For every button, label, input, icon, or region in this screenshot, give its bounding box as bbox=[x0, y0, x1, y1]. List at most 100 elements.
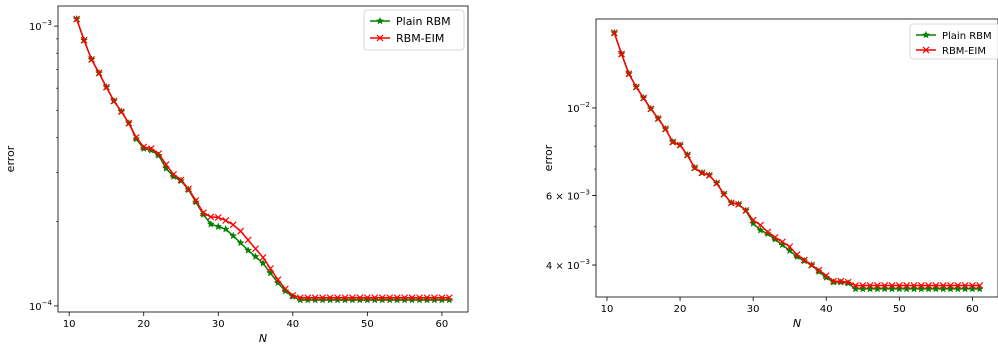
data-point bbox=[939, 282, 947, 289]
data-point bbox=[720, 190, 728, 198]
data-point bbox=[221, 224, 230, 233]
data-point bbox=[214, 222, 223, 231]
data-point bbox=[110, 97, 118, 105]
data-point bbox=[618, 50, 626, 58]
data-point bbox=[363, 294, 371, 302]
data-point bbox=[401, 294, 409, 302]
data-point bbox=[771, 233, 779, 241]
legend-box bbox=[363, 9, 465, 51]
x-tick-label: 40 bbox=[286, 319, 299, 330]
data-point bbox=[348, 295, 357, 304]
data-point bbox=[132, 133, 140, 141]
data-point bbox=[236, 238, 245, 247]
data-point bbox=[837, 277, 845, 285]
data-point bbox=[311, 295, 320, 304]
data-point bbox=[333, 295, 342, 304]
data-point bbox=[259, 253, 267, 261]
data-point bbox=[214, 214, 222, 221]
data-point bbox=[735, 200, 742, 208]
data-point bbox=[266, 265, 274, 272]
data-point bbox=[311, 294, 319, 302]
data-point bbox=[925, 282, 933, 289]
data-point bbox=[763, 229, 772, 238]
data-point bbox=[318, 295, 327, 304]
legend-marker bbox=[376, 34, 384, 42]
data-point bbox=[296, 294, 304, 302]
data-point bbox=[408, 294, 416, 302]
data-point bbox=[852, 282, 859, 289]
data-point bbox=[363, 295, 372, 304]
legend-marker bbox=[375, 16, 385, 25]
data-point bbox=[355, 295, 365, 304]
legend: Plain RBM RBM-EIM bbox=[363, 9, 465, 51]
data-point bbox=[844, 278, 852, 286]
data-point bbox=[140, 143, 148, 151]
data-point bbox=[903, 282, 911, 289]
data-point bbox=[244, 236, 252, 244]
data-point bbox=[954, 282, 962, 289]
data-point bbox=[756, 225, 765, 234]
y-axis-label: error bbox=[542, 144, 555, 171]
data-point bbox=[815, 266, 823, 274]
data-point bbox=[125, 119, 133, 127]
plot-area bbox=[72, 14, 454, 304]
data-point bbox=[764, 228, 772, 236]
data-point bbox=[222, 216, 230, 224]
data-point bbox=[393, 295, 402, 304]
y-tick-label: 10−2 bbox=[567, 101, 590, 115]
data-point bbox=[147, 145, 155, 153]
data-point bbox=[676, 141, 684, 149]
data-point bbox=[814, 267, 824, 276]
data-point bbox=[976, 282, 984, 289]
data-point bbox=[393, 294, 401, 302]
data-point bbox=[873, 282, 881, 289]
data-point bbox=[910, 282, 918, 289]
data-point bbox=[669, 138, 677, 146]
data-point bbox=[961, 282, 969, 289]
data-point bbox=[423, 294, 431, 302]
data-point bbox=[917, 282, 925, 289]
data-point bbox=[632, 83, 640, 91]
data-point bbox=[610, 29, 618, 37]
data-point bbox=[348, 294, 356, 302]
data-point bbox=[162, 161, 170, 169]
data-point bbox=[154, 151, 163, 159]
y-tick-label: 4 × 10−3 bbox=[546, 258, 590, 272]
legend-label: Plain RBM bbox=[396, 15, 451, 28]
data-point bbox=[117, 108, 125, 116]
series-line bbox=[75, 18, 450, 299]
x-tick-label: 30 bbox=[747, 304, 760, 315]
y-axis-label: error bbox=[4, 145, 17, 172]
data-point bbox=[184, 185, 192, 193]
data-point bbox=[319, 294, 327, 302]
data-point bbox=[169, 172, 178, 181]
x-tick-label: 10 bbox=[63, 319, 76, 330]
data-point bbox=[640, 94, 647, 102]
plot-frame bbox=[57, 5, 469, 313]
series-line bbox=[613, 32, 980, 290]
data-point bbox=[371, 294, 379, 302]
legend-label: Plain RBM bbox=[942, 31, 992, 42]
data-point bbox=[430, 295, 439, 304]
data-point bbox=[932, 282, 940, 289]
data-point bbox=[968, 282, 976, 289]
x-tick-label: 60 bbox=[436, 319, 449, 330]
data-point bbox=[888, 282, 896, 289]
data-point bbox=[947, 282, 954, 289]
data-point bbox=[237, 227, 245, 235]
data-point bbox=[192, 197, 200, 204]
data-point bbox=[705, 171, 713, 179]
data-point bbox=[386, 294, 394, 302]
x-axis-label: N bbox=[259, 332, 267, 345]
data-point bbox=[749, 216, 757, 224]
data-point bbox=[822, 273, 831, 281]
legend-label: RBM-EIM bbox=[942, 46, 986, 57]
data-point bbox=[147, 145, 156, 154]
series-rbm-eim bbox=[610, 29, 984, 289]
x-tick-label: 20 bbox=[137, 319, 150, 330]
data-point bbox=[281, 285, 289, 293]
data-point bbox=[881, 282, 889, 289]
data-point bbox=[895, 282, 903, 289]
